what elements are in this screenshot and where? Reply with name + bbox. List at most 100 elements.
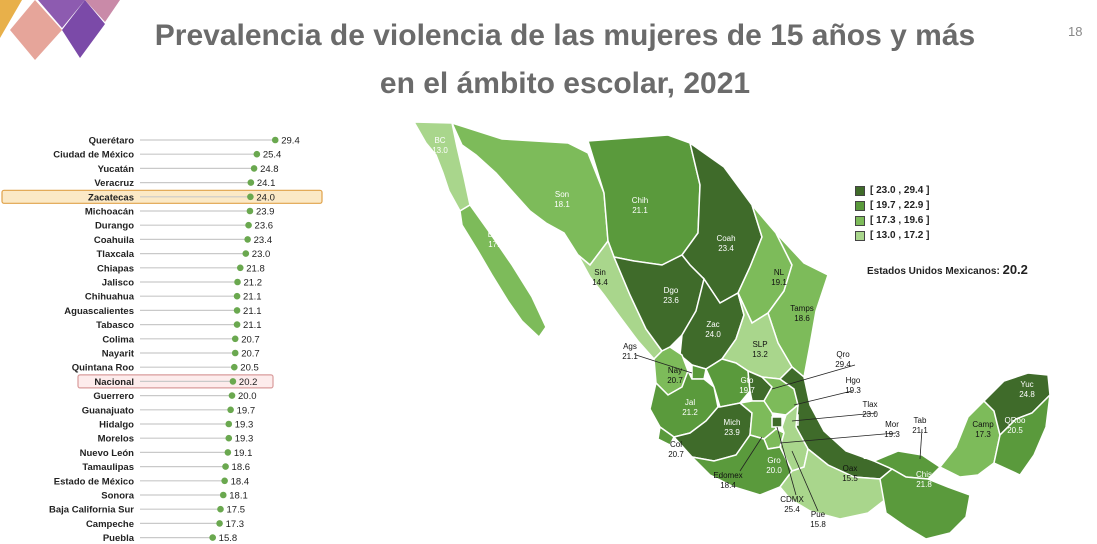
state-abbr-label: BCS [488,230,504,239]
state-value-label: 19.1 [771,278,787,287]
category-label: Nacional [94,377,134,388]
state-value-label: 21.1 [912,426,928,435]
state-value-label: 23.6 [663,296,679,305]
value-label: 20.7 [241,334,260,345]
legend-swatch [855,230,865,241]
category-label: Campeche [86,519,134,530]
region-chis [879,468,971,540]
region-bcs [459,204,547,339]
state-value-label: 19.7 [739,386,755,395]
category-label: Aguascalientes [64,306,134,317]
state-value-label: 15.5 [842,474,858,483]
category-label: Ciudad de México [53,150,134,161]
data-point [244,236,251,243]
map-legend: [ 23.0 , 29.4 ] [ 19.7 , 22.9 ] [ 17.3 , 1… [855,183,929,243]
data-point [209,534,216,541]
state-abbr-label: Mor [885,420,899,429]
region-gro [689,434,793,496]
region-qroo [993,392,1052,476]
legend-item: [ 19.7 , 22.9 ] [855,198,929,213]
category-label: Nayarit [102,349,135,360]
data-point [222,463,229,470]
state-abbr-label: Tamps [790,304,814,313]
state-value-label: 17.3 [975,430,991,439]
leader-line [791,412,877,422]
category-label: Chihuahua [85,292,135,303]
data-point [224,449,232,456]
state-value-label: 21.1 [632,206,648,215]
leader-line [779,432,897,444]
legend-label: [ 23.0 , 29.4 ] [870,185,930,196]
legend-label: [ 13.0 , 17.2 ] [870,230,930,241]
data-point [233,321,241,328]
region-cdmx [771,416,783,428]
value-label: 15.8 [219,533,238,544]
state-abbr-label: Tlax [862,400,877,409]
value-label: 19.3 [235,420,254,431]
national-note-label: Estados Unidos Mexicanos: [867,266,1000,277]
state-abbr-label: Tab [914,416,927,425]
category-label: Sonora [101,491,134,502]
data-point [219,491,227,499]
value-label: 21.2 [244,278,263,289]
category-label: Querétaro [89,136,135,147]
state-abbr-label: Jal [685,398,695,407]
legend-item: [ 23.0 , 29.4 ] [855,183,929,198]
category-label: Hidalgo [99,420,134,431]
state-value-label: 23.9 [724,428,740,437]
category-label: Morelos [98,434,134,445]
state-abbr-label: Son [555,190,569,199]
value-label: 17.5 [227,505,246,516]
value-label: 20.7 [241,349,260,360]
state-abbr-label: CDMX [780,495,804,504]
value-label: 21.1 [243,306,262,317]
state-abbr-label: Mich [724,418,741,427]
data-point [225,434,233,442]
state-abbr-label: Camp [972,420,994,429]
logo-icon [0,0,120,60]
state-abbr-label: Ags [623,342,637,351]
value-label: 24.8 [260,164,279,175]
data-point [253,150,261,158]
value-label: 23.9 [256,207,275,218]
state-abbr-label: Pue [811,510,826,519]
data-point [233,292,241,300]
page-number: 18 [1068,24,1083,39]
value-label: 17.3 [226,519,245,530]
category-label: Tabasco [96,320,134,331]
state-abbr-label: Gro [767,456,781,465]
state-value-label: 20.0 [766,466,782,475]
value-label: 20.5 [240,363,258,374]
legend-swatch [855,185,865,196]
category-label: Zacatecas [88,192,134,203]
state-abbr-label: SLP [752,340,767,349]
legend-label: [ 17.3 , 19.6 ] [870,215,930,226]
region-son [450,121,609,267]
category-label: Veracruz [94,178,134,189]
category-label: Baja California Sur [49,505,134,516]
state-value-label: 23.0 [862,410,878,419]
data-point [227,406,234,414]
state-value-label: 25.4 [784,505,800,514]
state-abbr-label: Coah [716,234,735,243]
legend-item: [ 17.3 , 19.6 ] [855,213,929,228]
category-label: Jalisco [102,278,134,289]
state-value-label: 13.2 [752,350,768,359]
state-abbr-label: Hgo [846,376,861,385]
category-label: Quintana Roo [72,363,134,374]
state-value-label: 19.3 [884,430,900,439]
state-value-label: 14.4 [592,278,608,287]
value-label: 23.4 [254,235,273,246]
state-abbr-label: NL [774,268,785,277]
value-label: 18.1 [229,491,248,502]
state-value-label: 24.0 [705,330,721,339]
category-label: Michoacán [85,207,134,218]
category-label: Durango [95,221,134,232]
state-value-label: 15.8 [810,520,826,529]
value-label: 18.4 [231,476,250,487]
data-point [250,165,258,172]
category-label: Nuevo León [80,448,135,459]
state-abbr-label: Chih [632,196,648,205]
leader-line [739,436,763,472]
